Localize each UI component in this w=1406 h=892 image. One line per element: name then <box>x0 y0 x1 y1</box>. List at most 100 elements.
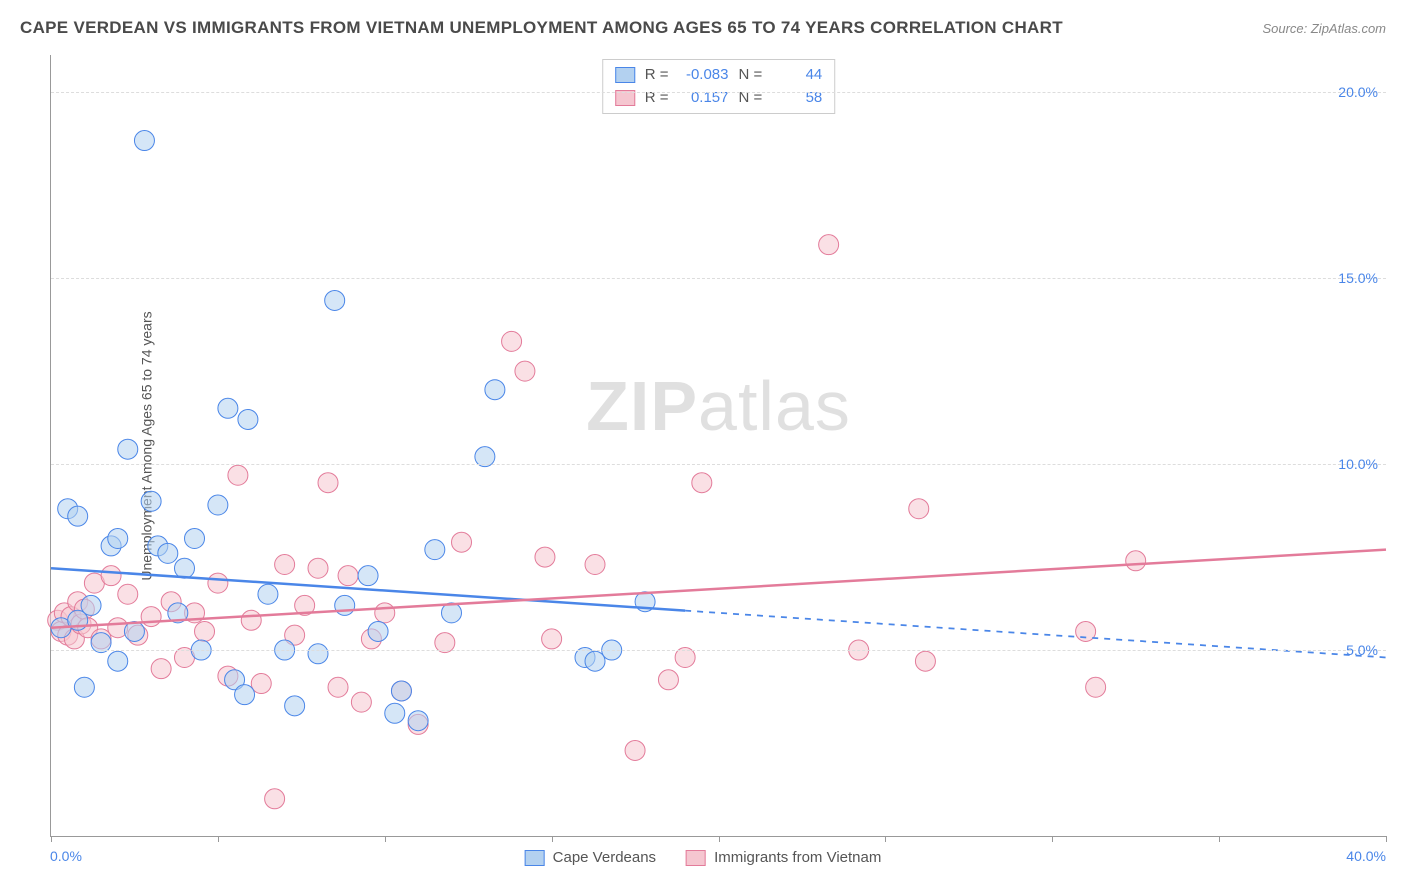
scatter-point <box>335 595 355 615</box>
scatter-point <box>338 566 358 586</box>
x-tick <box>552 836 553 842</box>
scatter-point <box>235 685 255 705</box>
legend-item-1: Cape Verdeans <box>525 849 656 866</box>
x-tick <box>1219 836 1220 842</box>
x-tick-label-right: 40.0% <box>1346 848 1386 864</box>
legend-swatch-pink-icon <box>686 850 706 866</box>
scatter-point <box>141 607 161 627</box>
scatter-point <box>692 473 712 493</box>
x-tick <box>51 836 52 842</box>
scatter-point <box>325 290 345 310</box>
scatter-point <box>108 651 128 671</box>
scatter-point <box>308 644 328 664</box>
stats-box: R = -0.083 N = 44 R = 0.157 N = 58 <box>602 59 836 114</box>
scatter-point <box>285 696 305 716</box>
scatter-point <box>275 555 295 575</box>
scatter-point <box>241 610 261 630</box>
x-tick <box>385 836 386 842</box>
x-tick <box>1386 836 1387 842</box>
scatter-point <box>909 499 929 519</box>
stats-r-val-1: -0.083 <box>679 64 729 87</box>
gridline <box>51 650 1386 651</box>
gridline <box>51 278 1386 279</box>
legend-item-2: Immigrants from Vietnam <box>686 849 881 866</box>
scatter-point <box>515 361 535 381</box>
scatter-point <box>151 659 171 679</box>
scatter-point <box>625 740 645 760</box>
scatter-point <box>1086 677 1106 697</box>
stats-row-2: R = 0.157 N = 58 <box>615 87 823 110</box>
scatter-point <box>258 584 278 604</box>
chart-title: CAPE VERDEAN VS IMMIGRANTS FROM VIETNAM … <box>20 18 1063 38</box>
gridline <box>51 92 1386 93</box>
y-tick-label: 20.0% <box>1338 84 1378 100</box>
swatch-blue-icon <box>615 67 635 83</box>
scatter-point <box>915 651 935 671</box>
y-tick-label: 10.0% <box>1338 456 1378 472</box>
x-tick-label-left: 0.0% <box>50 848 82 864</box>
scatter-point <box>425 540 445 560</box>
stats-n-val-1: 44 <box>772 64 822 87</box>
scatter-point <box>385 703 405 723</box>
legend-label-1: Cape Verdeans <box>553 849 656 866</box>
chart-source: Source: ZipAtlas.com <box>1262 21 1386 36</box>
scatter-point <box>452 532 472 552</box>
scatter-point <box>218 398 238 418</box>
scatter-point <box>542 629 562 649</box>
x-tick <box>1052 836 1053 842</box>
scatter-point <box>535 547 555 567</box>
scatter-point <box>328 677 348 697</box>
scatter-point <box>81 595 101 615</box>
y-tick-label: 15.0% <box>1338 270 1378 286</box>
scatter-point <box>819 235 839 255</box>
chart-plot-area: ZIPatlas R = -0.083 N = 44 R = 0.157 N =… <box>50 55 1386 837</box>
scatter-point <box>318 473 338 493</box>
scatter-point <box>408 711 428 731</box>
x-tick <box>719 836 720 842</box>
scatter-point <box>1126 551 1146 571</box>
scatter-point <box>118 439 138 459</box>
scatter-svg <box>51 55 1386 836</box>
scatter-point <box>158 543 178 563</box>
scatter-point <box>485 380 505 400</box>
x-tick <box>218 836 219 842</box>
scatter-point <box>368 621 388 641</box>
stats-r-val-2: 0.157 <box>679 87 729 110</box>
scatter-point <box>175 558 195 578</box>
stats-r-label-2: R = <box>645 87 669 110</box>
scatter-point <box>658 670 678 690</box>
scatter-point <box>265 789 285 809</box>
stats-n-label-2: N = <box>739 87 763 110</box>
scatter-point <box>108 528 128 548</box>
y-tick-label: 5.0% <box>1346 642 1378 658</box>
scatter-point <box>185 528 205 548</box>
stats-r-label-1: R = <box>645 64 669 87</box>
scatter-point <box>502 331 522 351</box>
legend-swatch-blue-icon <box>525 850 545 866</box>
stats-n-label-1: N = <box>739 64 763 87</box>
legend-bottom: Cape Verdeans Immigrants from Vietnam <box>525 849 882 866</box>
scatter-point <box>68 506 88 526</box>
scatter-point <box>228 465 248 485</box>
scatter-point <box>391 681 411 701</box>
stats-n-val-2: 58 <box>772 87 822 110</box>
scatter-point <box>308 558 328 578</box>
scatter-point <box>195 621 215 641</box>
scatter-point <box>585 651 605 671</box>
scatter-point <box>208 573 228 593</box>
scatter-point <box>134 131 154 151</box>
stats-row-1: R = -0.083 N = 44 <box>615 64 823 87</box>
scatter-point <box>238 409 258 429</box>
gridline <box>51 464 1386 465</box>
scatter-point <box>375 603 395 623</box>
scatter-point <box>251 674 271 694</box>
scatter-point <box>118 584 138 604</box>
scatter-point <box>358 566 378 586</box>
scatter-point <box>208 495 228 515</box>
scatter-point <box>74 677 94 697</box>
scatter-point <box>585 555 605 575</box>
scatter-point <box>141 491 161 511</box>
x-tick <box>885 836 886 842</box>
scatter-point <box>351 692 371 712</box>
scatter-point <box>101 566 121 586</box>
